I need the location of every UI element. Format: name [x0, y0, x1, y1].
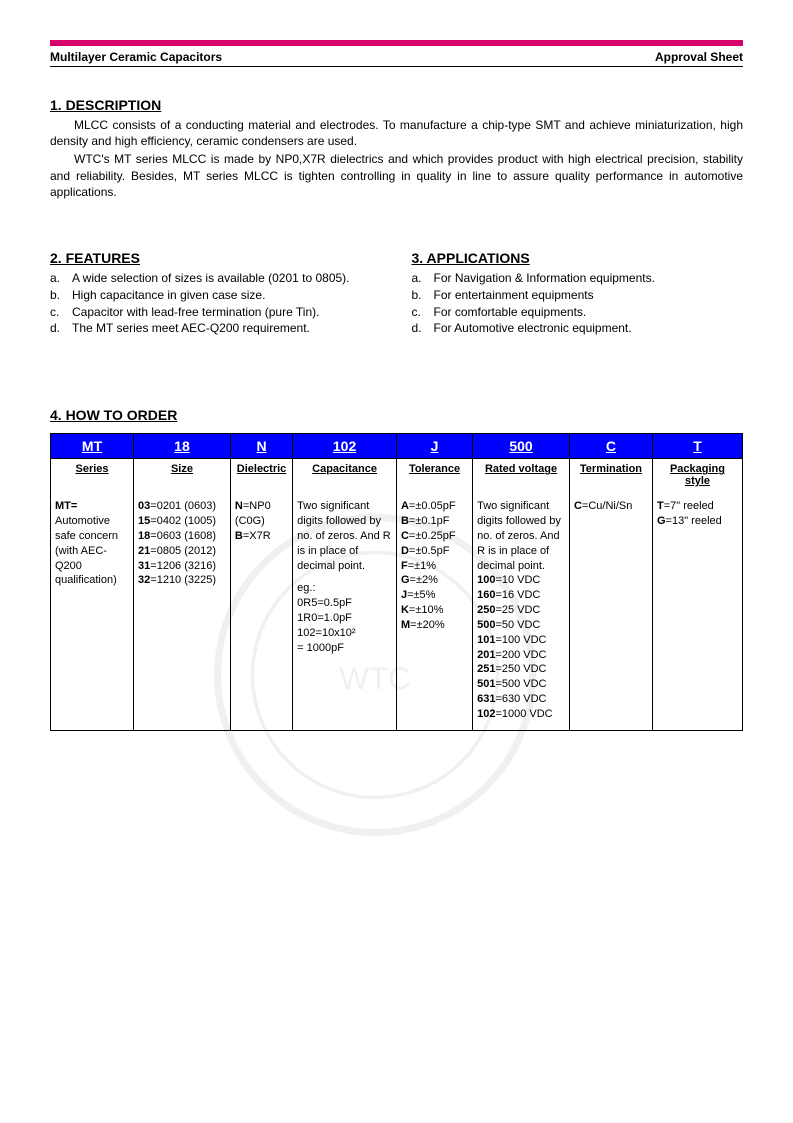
- feature-marker: d.: [50, 320, 72, 337]
- description-para-2: WTC's MT series MLCC is made by NP0,X7R …: [50, 151, 743, 200]
- order-body-cell: 03=0201 (0603)15=0402 (1005)18=0603 (160…: [134, 495, 231, 730]
- order-subheader-row: SeriesSizeDielectricCapacitanceTolerance…: [51, 459, 743, 496]
- features-list: a.A wide selection of sizes is available…: [50, 270, 382, 337]
- order-subheader-cell: Series: [51, 459, 134, 496]
- header-right: Approval Sheet: [655, 50, 743, 64]
- page-header: Multilayer Ceramic Capacitors Approval S…: [50, 50, 743, 67]
- order-subheader-cell: Termination: [569, 459, 652, 496]
- feature-text: A wide selection of sizes is available (…: [72, 270, 350, 287]
- application-text: For Automotive electronic equipment.: [434, 320, 632, 337]
- applications-title: 3. APPLICATIONS: [412, 250, 744, 266]
- order-body-cell: T=7" reeledG=13" reeled: [652, 495, 742, 730]
- order-header-cell: 500: [473, 434, 570, 459]
- order-header-cell: J: [396, 434, 472, 459]
- feature-text: High capacitance in given case size.: [72, 287, 265, 304]
- application-text: For entertainment equipments: [434, 287, 594, 304]
- application-text: For comfortable equipments.: [434, 304, 587, 321]
- order-subheader-cell: Tolerance: [396, 459, 472, 496]
- application-item: c.For comfortable equipments.: [412, 304, 744, 321]
- header-left: Multilayer Ceramic Capacitors: [50, 50, 222, 64]
- feature-item: d.The MT series meet AEC-Q200 requiremen…: [50, 320, 382, 337]
- features-title: 2. FEATURES: [50, 250, 382, 266]
- application-marker: b.: [412, 287, 434, 304]
- application-text: For Navigation & Information equipments.: [434, 270, 655, 287]
- feature-marker: a.: [50, 270, 72, 287]
- order-header-cell: N: [230, 434, 292, 459]
- application-marker: d.: [412, 320, 434, 337]
- order-header-row: MT18N102J500CT: [51, 434, 743, 459]
- order-body-cell: A=±0.05pFB=±0.1pFC=±0.25pFD=±0.5pFF=±1%G…: [396, 495, 472, 730]
- order-subheader-cell: Dielectric: [230, 459, 292, 496]
- order-subheader-cell: Packaging style: [652, 459, 742, 496]
- feature-marker: c.: [50, 304, 72, 321]
- feature-marker: b.: [50, 287, 72, 304]
- feature-text: The MT series meet AEC-Q200 requirement.: [72, 320, 310, 337]
- feature-item: a.A wide selection of sizes is available…: [50, 270, 382, 287]
- order-header-cell: 102: [293, 434, 397, 459]
- application-item: d.For Automotive electronic equipment.: [412, 320, 744, 337]
- applications-list: a.For Navigation & Information equipment…: [412, 270, 744, 337]
- application-item: b.For entertainment equipments: [412, 287, 744, 304]
- feature-item: b.High capacitance in given case size.: [50, 287, 382, 304]
- application-marker: c.: [412, 304, 434, 321]
- order-header-cell: MT: [51, 434, 134, 459]
- feature-item: c.Capacitor with lead-free termination (…: [50, 304, 382, 321]
- order-body-cell: C=Cu/Ni/Sn: [569, 495, 652, 730]
- order-subheader-cell: Capacitance: [293, 459, 397, 496]
- order-body-row: MT= Automotive safe concern (with AEC-Q2…: [51, 495, 743, 730]
- order-header-cell: C: [569, 434, 652, 459]
- order-table: MT18N102J500CT SeriesSizeDielectricCapac…: [50, 433, 743, 731]
- description-para-1: MLCC consists of a conducting material a…: [50, 117, 743, 149]
- order-subheader-cell: Size: [134, 459, 231, 496]
- order-body-cell: MT= Automotive safe concern (with AEC-Q2…: [51, 495, 134, 730]
- application-marker: a.: [412, 270, 434, 287]
- application-item: a.For Navigation & Information equipment…: [412, 270, 744, 287]
- description-title: 1. DESCRIPTION: [50, 97, 743, 113]
- order-header-cell: 18: [134, 434, 231, 459]
- order-body-cell: N=NP0 (C0G)B=X7R: [230, 495, 292, 730]
- order-body-cell: Two significant digits followed by no. o…: [473, 495, 570, 730]
- feature-text: Capacitor with lead-free termination (pu…: [72, 304, 319, 321]
- order-subheader-cell: Rated voltage: [473, 459, 570, 496]
- order-title: 4. HOW TO ORDER: [50, 407, 743, 423]
- order-body-cell: Two significant digits followed by no. o…: [293, 495, 397, 730]
- order-header-cell: T: [652, 434, 742, 459]
- top-accent-bar: [50, 40, 743, 46]
